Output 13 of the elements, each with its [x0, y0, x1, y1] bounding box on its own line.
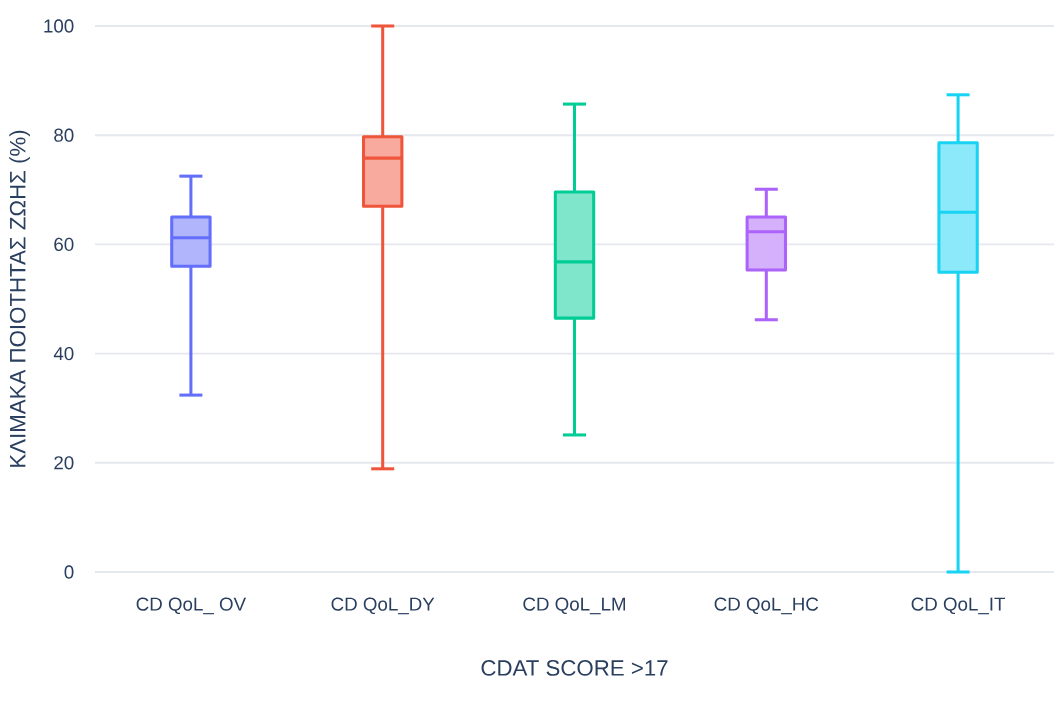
y-axis-title: ΚΛΙΜΑΚΑ ΠΟΙΟΤΗΤΑΣ ΖΩΗΣ (%): [9, 130, 30, 467]
x-tick-label: CD QoL_HC: [714, 597, 819, 615]
y-tick-label: 100: [44, 19, 74, 33]
y-tick-label: 60: [54, 237, 74, 252]
y-tick-label: 40: [53, 346, 74, 361]
x-tick-label: CD QoL_IT: [911, 597, 1006, 615]
y-tick-label: 80: [54, 128, 74, 142]
x-tick-label: CD QoL_LM: [523, 597, 626, 615]
y-tick-label: 20: [54, 456, 74, 470]
x-axis-title: CDAT SCORE >17: [481, 660, 668, 676]
x-tick-label: CD QoL_DY: [331, 597, 435, 615]
x-tick-label: CD QoL_ OV: [136, 597, 247, 615]
y-tick-label: 0: [64, 565, 74, 579]
